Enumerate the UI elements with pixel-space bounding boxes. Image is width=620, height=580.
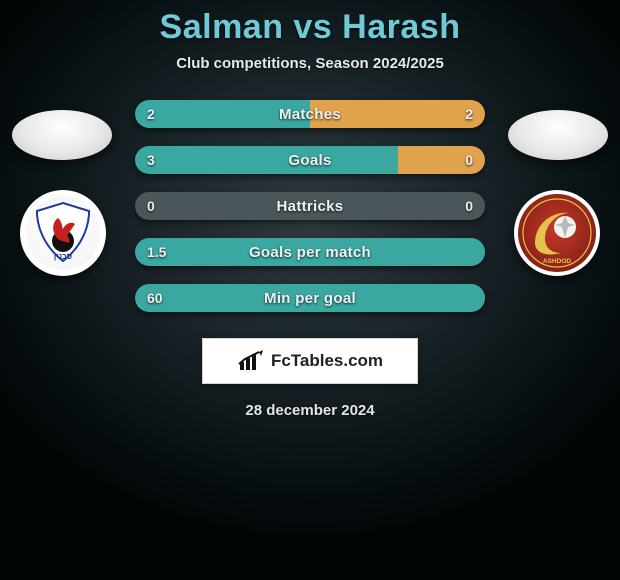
- page-title: Salman vs Harash: [0, 8, 620, 47]
- stat-row: 30Goals: [135, 146, 485, 174]
- player-avatar-right: [508, 110, 608, 160]
- brand-text: FcTables.com: [271, 351, 383, 371]
- stat-label: Goals: [135, 146, 485, 174]
- stat-label: Goals per match: [135, 238, 485, 266]
- stat-label: Min per goal: [135, 284, 485, 312]
- date-label: 28 december 2024: [0, 402, 620, 419]
- brand-chart-icon: [237, 350, 265, 372]
- comparison-stage: סכנין ASHDOD 22Matches 30Goals 00Hattricks…: [0, 100, 620, 312]
- stat-row: 1.5Goals per match: [135, 238, 485, 266]
- club-badge-right: ASHDOD: [514, 190, 600, 276]
- stat-row: 00Hattricks: [135, 192, 485, 220]
- stat-label: Matches: [135, 100, 485, 128]
- subtitle: Club competitions, Season 2024/2025: [0, 55, 620, 72]
- stat-row: 60Min per goal: [135, 284, 485, 312]
- stat-bars: 22Matches 30Goals 00Hattricks 1.5Goals per …: [135, 100, 485, 312]
- svg-text:ASHDOD: ASHDOD: [543, 258, 571, 265]
- stat-row: 22Matches: [135, 100, 485, 128]
- player-avatar-left: [12, 110, 112, 160]
- brand-box[interactable]: FcTables.com: [202, 338, 418, 384]
- club-badge-right-art: ASHDOD: [518, 194, 596, 272]
- stat-label: Hattricks: [135, 192, 485, 220]
- club-badge-left-art: סכנין: [26, 196, 100, 270]
- content: Salman vs Harash Club competitions, Seas…: [0, 0, 620, 580]
- club-badge-left: סכנין: [20, 190, 106, 276]
- svg-text:סכנין: סכנין: [54, 252, 73, 261]
